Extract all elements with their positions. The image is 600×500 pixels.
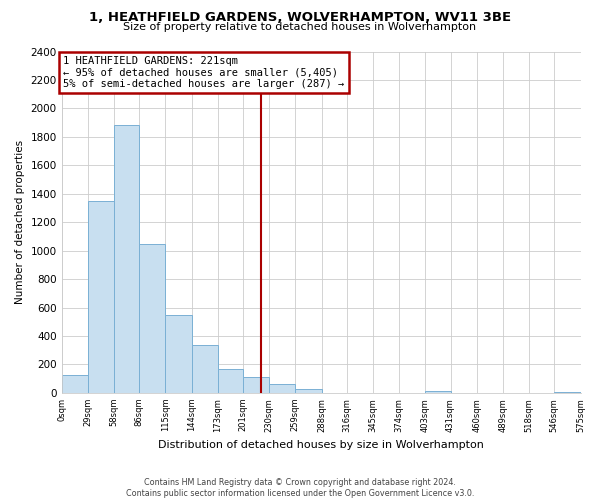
Bar <box>139 244 166 393</box>
Bar <box>425 391 451 393</box>
Bar <box>88 201 114 393</box>
Text: 1 HEATHFIELD GARDENS: 221sqm
← 95% of detached houses are smaller (5,405)
5% of : 1 HEATHFIELD GARDENS: 221sqm ← 95% of de… <box>64 56 345 89</box>
Bar <box>243 378 269 393</box>
Bar <box>269 384 295 393</box>
Bar <box>62 375 88 393</box>
Text: Size of property relative to detached houses in Wolverhampton: Size of property relative to detached ho… <box>124 22 476 32</box>
Text: Contains HM Land Registry data © Crown copyright and database right 2024.
Contai: Contains HM Land Registry data © Crown c… <box>126 478 474 498</box>
Bar <box>191 344 218 393</box>
Bar <box>295 390 322 393</box>
Bar <box>218 370 243 393</box>
Bar <box>114 126 139 393</box>
Bar <box>166 314 191 393</box>
Bar <box>554 392 581 393</box>
Text: 1, HEATHFIELD GARDENS, WOLVERHAMPTON, WV11 3BE: 1, HEATHFIELD GARDENS, WOLVERHAMPTON, WV… <box>89 11 511 24</box>
X-axis label: Distribution of detached houses by size in Wolverhampton: Distribution of detached houses by size … <box>158 440 484 450</box>
Y-axis label: Number of detached properties: Number of detached properties <box>15 140 25 304</box>
